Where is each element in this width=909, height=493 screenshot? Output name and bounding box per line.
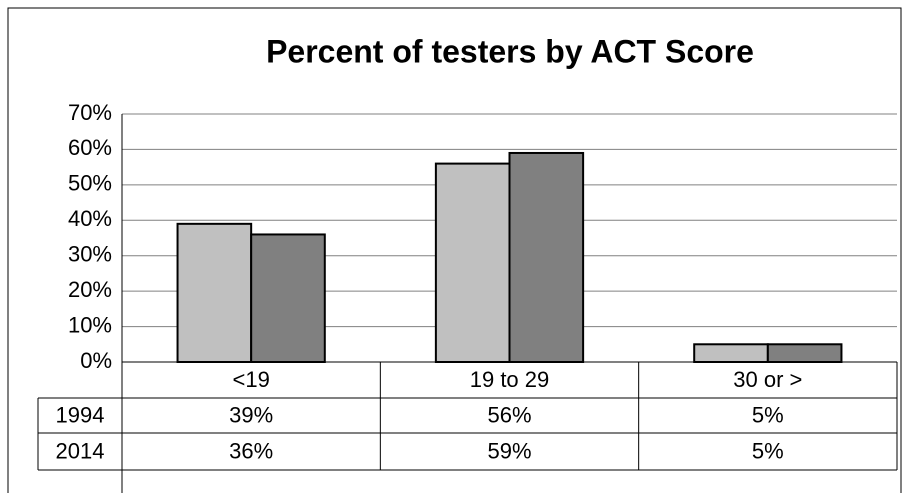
bar xyxy=(434,162,511,363)
legend-label: 1994 xyxy=(56,402,105,427)
chart-title: Percent of testers by ACT Score xyxy=(266,33,754,69)
y-tick-label: 40% xyxy=(68,206,112,231)
y-tick-label: 20% xyxy=(68,277,112,302)
x-tick-label: 30 or > xyxy=(733,367,802,392)
y-tick-label: 0% xyxy=(80,348,112,373)
bar xyxy=(176,222,253,363)
data-label: 5% xyxy=(752,438,784,463)
bar xyxy=(250,233,326,363)
y-tick-label: 70% xyxy=(68,100,112,125)
data-label: 59% xyxy=(487,438,531,463)
data-label: 5% xyxy=(752,402,784,427)
y-tick-label: 30% xyxy=(68,242,112,267)
legend-label: 2014 xyxy=(56,438,105,463)
x-tick-label: <19 xyxy=(233,367,270,392)
y-tick-label: 10% xyxy=(68,312,112,337)
bar xyxy=(693,343,769,363)
data-label: 39% xyxy=(229,402,273,427)
x-tick-label: 19 to 29 xyxy=(470,367,550,392)
y-tick-label: 60% xyxy=(68,135,112,160)
data-label: 56% xyxy=(487,402,531,427)
bar xyxy=(766,343,843,363)
bar xyxy=(508,151,585,363)
y-tick-label: 50% xyxy=(68,171,112,196)
data-label: 36% xyxy=(229,438,273,463)
